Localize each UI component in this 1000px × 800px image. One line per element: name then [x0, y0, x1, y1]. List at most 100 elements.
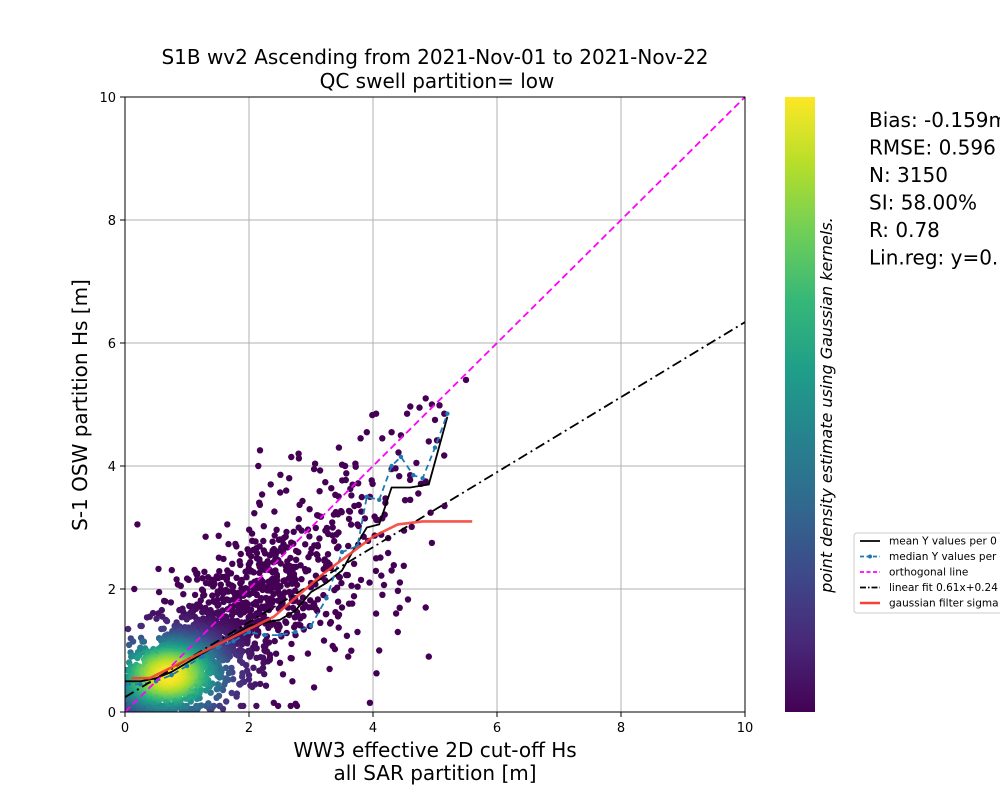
scatter-points: [125, 376, 470, 712]
scatter-point: [415, 490, 422, 497]
scatter-point: [326, 665, 333, 673]
scatter-point: [226, 597, 233, 604]
scatter-point: [291, 614, 298, 621]
series-lines: [125, 97, 745, 712]
scatter-point: [134, 521, 141, 528]
scatter-point: [317, 619, 324, 626]
scatter-point: [369, 411, 376, 419]
scatter-point: [292, 700, 299, 707]
scatter-point: [250, 600, 257, 608]
scatter-point: [249, 537, 256, 544]
scatter-point: [245, 676, 253, 683]
scatter-point: [229, 583, 236, 591]
scatter-point: [234, 640, 241, 647]
scatter-point: [334, 613, 342, 620]
scatter-point: [213, 694, 220, 701]
scatter-point: [297, 615, 304, 622]
scatter-point: [260, 537, 267, 545]
scatter-point: [338, 604, 346, 611]
scatter-point: [259, 586, 266, 594]
scatter-point: [239, 673, 246, 680]
scatter-point: [125, 641, 133, 649]
legend-marker: [868, 554, 872, 559]
scatter-point: [357, 435, 364, 442]
scatter-point: [312, 524, 319, 532]
scatter-point: [167, 599, 175, 606]
scatter-point: [256, 667, 263, 674]
scatter-point: [155, 588, 163, 596]
scatter-point: [295, 549, 302, 556]
scatter-point: [290, 528, 297, 535]
scatter-point: [315, 556, 322, 563]
scatter-point: [260, 659, 267, 667]
scatter-point: [305, 553, 312, 561]
scatter-point: [224, 521, 231, 528]
scatter-point: [283, 528, 290, 536]
scatter-point: [283, 619, 290, 626]
scatter-point: [310, 465, 318, 473]
x-tick-label: 10: [737, 721, 754, 736]
scatter-point: [339, 477, 346, 484]
scatter-point: [125, 625, 132, 633]
scatter-point: [380, 581, 388, 589]
scatter-point: [283, 487, 290, 494]
scatter-point: [335, 624, 342, 631]
scatter-point: [400, 562, 407, 569]
stat-line-4: SI: 58.00%: [869, 191, 977, 215]
scatter-point: [425, 438, 432, 445]
scatter-point: [237, 580, 244, 587]
scatter-point: [275, 536, 283, 544]
scatter-point: [346, 508, 354, 515]
scatter-point: [357, 576, 365, 584]
colorbar: [785, 97, 815, 712]
scatter-point: [295, 515, 302, 523]
scatter-point: [202, 687, 210, 694]
scatter-point: [215, 532, 222, 539]
scatter-point: [153, 615, 160, 622]
scatter-point: [200, 592, 207, 599]
median-marker: [169, 672, 174, 678]
median-marker: [200, 654, 205, 659]
scatter-point: [395, 449, 402, 456]
scatter-point: [288, 640, 295, 648]
scatter-point: [384, 549, 392, 557]
legend-label-2: median Y values per: [889, 551, 997, 563]
scatter-point: [373, 670, 380, 677]
y-tick-label: 8: [108, 214, 116, 229]
scatter-point: [341, 462, 349, 470]
scatter-point: [220, 555, 227, 563]
scatter-point: [345, 653, 352, 660]
scatter-point: [271, 637, 278, 645]
stat-line-1: Bias: -0.159m: [869, 108, 1000, 132]
scatter-point: [291, 624, 298, 631]
scatter-point: [233, 574, 240, 581]
scatter-point: [229, 676, 237, 683]
scatter-point: [363, 429, 370, 436]
plot-frame: [124, 96, 746, 713]
scatter-point: [348, 647, 355, 654]
scatter-point: [178, 614, 186, 621]
scatter-point: [462, 376, 470, 384]
scatter-point: [307, 597, 314, 604]
scatter-point: [271, 508, 278, 515]
scatter-point: [223, 698, 230, 705]
scatter-point: [316, 488, 323, 495]
median-marker: [184, 663, 190, 669]
scatter-point: [316, 535, 323, 542]
scatter-point: [260, 523, 267, 530]
median-marker: [377, 497, 382, 502]
scatter-point: [216, 702, 223, 710]
scatter-point: [247, 682, 254, 689]
scatter-point: [342, 571, 350, 579]
median-marker: [389, 463, 394, 469]
scatter-point: [329, 524, 336, 531]
statistics-block: Bias: -0.159m RMSE: 0.596 N: 3150 SI: 58.00…: [869, 108, 1000, 270]
scatter-point: [330, 511, 338, 518]
scatter-point: [310, 684, 318, 691]
scatter-point: [288, 453, 295, 461]
scatter-point: [267, 481, 274, 488]
scatter-point: [331, 586, 338, 594]
scatter-point: [329, 519, 336, 526]
legend: mean Y values per 0 median Y values per or…: [853, 532, 1000, 614]
